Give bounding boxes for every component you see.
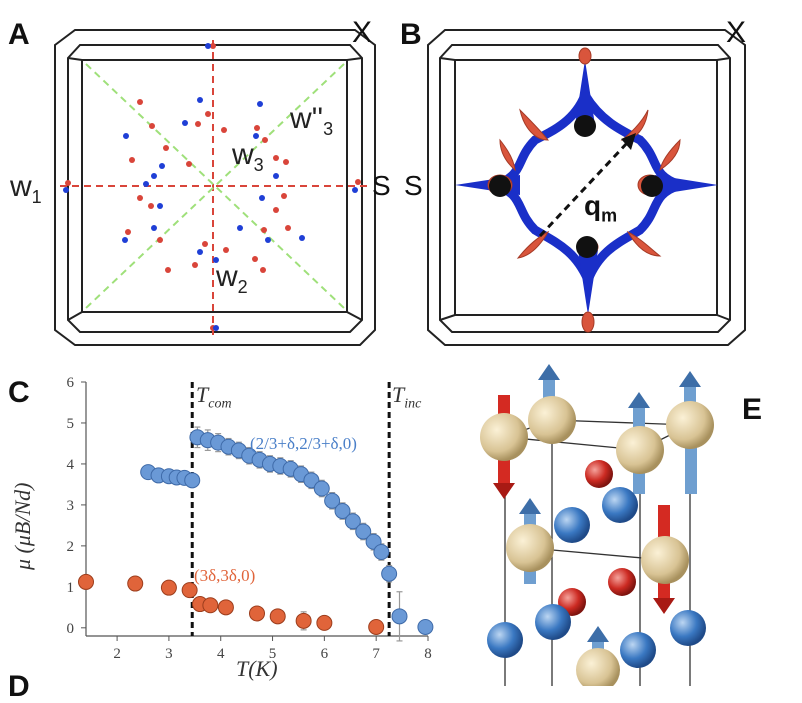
data-point-blue [272, 457, 289, 474]
label-b-s: S [404, 170, 423, 201]
data-point-blue [140, 464, 157, 481]
x-tick-label: 8 [424, 646, 432, 662]
data-point-red [316, 614, 333, 631]
data-point-blue [365, 533, 382, 550]
label-a-x: X [352, 16, 373, 49]
chart-error-bars [194, 426, 403, 642]
data-point-red [78, 573, 94, 590]
data-point-blue [189, 429, 206, 446]
data-point-blue [293, 466, 310, 483]
panel-a-brillouin-zone [54, 29, 376, 346]
data-point-blue [199, 432, 216, 449]
data-point-red [368, 618, 385, 635]
y-tick-label: 1 [67, 580, 75, 596]
chart-points [78, 429, 434, 635]
data-point-blue [334, 503, 351, 520]
data-point-blue [261, 455, 278, 472]
data-point-blue [313, 480, 330, 497]
data-point-red [295, 612, 312, 629]
y-tick-label: 0 [67, 621, 75, 637]
chart-vlines [190, 382, 391, 636]
data-point-blue [381, 565, 398, 582]
data-point-blue [373, 544, 390, 561]
y-tick-label: 2 [67, 539, 75, 555]
data-point-blue [391, 608, 408, 625]
label-w3: w3 [232, 138, 264, 175]
data-point-red [217, 599, 234, 616]
chart-ylabel: μ (μB/Nd) [10, 482, 35, 570]
vline-label-inc: Tinc [392, 382, 422, 412]
data-point-blue [168, 469, 185, 486]
data-point-blue [230, 442, 247, 459]
data-point-red [269, 608, 286, 625]
panel-label-a: A [8, 18, 30, 51]
label-b-x: X [726, 16, 747, 49]
data-point-blue [417, 618, 434, 635]
chart-xlabel: T(K) [236, 656, 278, 681]
data-point-blue [150, 467, 167, 484]
data-point-red [160, 579, 177, 596]
y-tick-label: 3 [67, 498, 75, 514]
data-point-blue [220, 438, 237, 455]
label-a-s: S [372, 170, 391, 201]
data-point-blue [344, 513, 361, 530]
data-point-red [202, 597, 219, 614]
x-tick-label: 2 [113, 646, 121, 662]
x-tick-label: 7 [372, 646, 380, 662]
data-point-blue [176, 469, 193, 486]
panel-label-b: B [400, 18, 422, 51]
label-w1: w1 [10, 170, 42, 207]
label-w2: w2 [216, 260, 248, 297]
data-point-blue [160, 468, 177, 485]
data-point-blue [282, 460, 299, 477]
vline-label-com: Tcom [196, 382, 232, 412]
x-tick-label: 6 [321, 646, 329, 662]
y-tick-label: 6 [67, 375, 75, 391]
data-point-blue [210, 434, 227, 451]
chart-axes [81, 381, 429, 641]
data-point-blue [324, 492, 341, 509]
data-point-blue [184, 472, 201, 489]
panel-label-e: E [742, 393, 763, 426]
panel-b-fermi-surface [427, 29, 746, 346]
panel-label-c: C [8, 376, 30, 409]
label-qm: qm [584, 190, 618, 226]
series-label-blue: (2/3+δ,2/3+δ,0) [250, 434, 357, 453]
x-tick-label: 3 [165, 646, 173, 662]
label-w3-double-prime: w''3 [290, 102, 334, 139]
panel-e-crystal-structure [480, 364, 714, 686]
data-point-red [127, 575, 144, 592]
y-tick-label: 4 [67, 457, 75, 473]
panel-label-d: D [8, 670, 30, 703]
data-point-blue [355, 523, 372, 540]
y-tick-label: 5 [67, 416, 75, 432]
data-point-blue [251, 451, 268, 468]
data-point-red [249, 605, 265, 622]
data-point-red [192, 596, 208, 613]
x-tick-label: 4 [217, 646, 225, 662]
data-point-blue [303, 472, 320, 489]
series-label-red: (3δ,3δ,0) [194, 566, 256, 585]
